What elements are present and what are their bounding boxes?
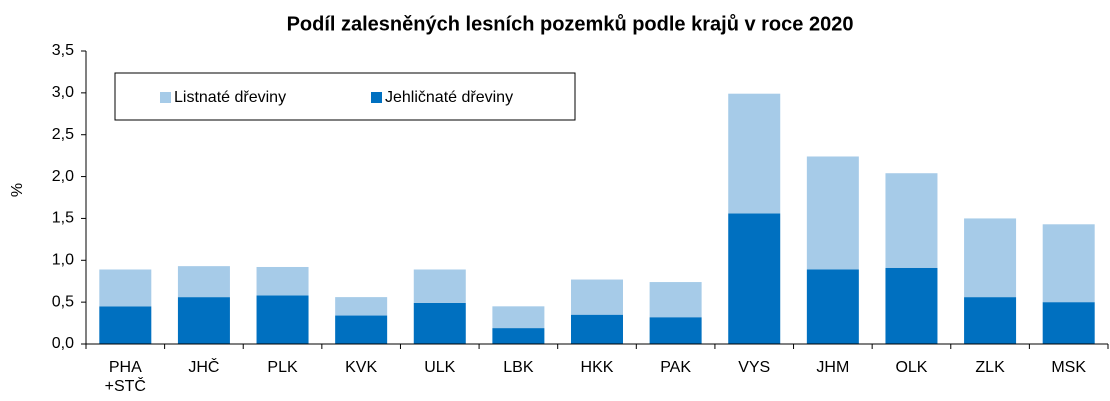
x-tick-label: PHA +STČ xyxy=(104,359,146,395)
bar-segment xyxy=(99,306,152,344)
x-tick-label: MSK xyxy=(1051,359,1087,376)
y-axis-label: % xyxy=(9,183,26,197)
bar-segment xyxy=(413,302,466,344)
bar-segment xyxy=(256,266,309,296)
y-tick-label: 3,0 xyxy=(52,84,74,101)
bar-segment xyxy=(1042,224,1095,303)
x-tick-label: ULK xyxy=(424,359,456,376)
x-tick-label: KVK xyxy=(345,359,378,376)
bar-segment xyxy=(964,218,1017,298)
x-tick-label: HKK xyxy=(580,359,614,376)
y-tick-label: 3,5 xyxy=(52,42,74,59)
bar-segment xyxy=(1042,302,1095,344)
bar-segment xyxy=(177,297,230,344)
bar-segment xyxy=(649,282,702,318)
x-tick-label: VYS xyxy=(738,359,771,376)
bar-segment xyxy=(649,317,702,344)
x-tick-label: PLK xyxy=(267,359,298,376)
bar-segment xyxy=(256,295,309,344)
y-tick-label: 0,5 xyxy=(52,293,74,310)
bar-segment xyxy=(335,315,388,344)
x-tick-label: JHM xyxy=(816,359,850,376)
bar-segment xyxy=(571,314,623,344)
bar-segment xyxy=(885,267,938,344)
bar-segment xyxy=(806,269,859,344)
legend-swatch xyxy=(160,92,171,103)
bar-segment xyxy=(728,213,781,344)
legend-label: Listnaté dřeviny xyxy=(174,89,286,106)
x-tick-label: JHČ xyxy=(188,359,220,376)
bar-segment xyxy=(806,156,859,270)
bar-segment xyxy=(492,328,545,344)
bar-segment xyxy=(885,173,938,268)
legend-box xyxy=(114,72,576,121)
chart-title: Podíl zalesněných lesních pozemků podle … xyxy=(287,13,854,35)
bar-segment xyxy=(492,306,545,329)
bar-segment xyxy=(964,297,1017,344)
y-tick-label: 2,0 xyxy=(52,168,74,185)
y-tick-label: 1,0 xyxy=(52,252,74,269)
bar-segment xyxy=(99,269,152,307)
x-tick-label: ZLK xyxy=(975,359,1005,376)
x-tick-label: PAK xyxy=(660,359,692,376)
y-tick-label: 2,5 xyxy=(52,126,74,143)
bar-segment xyxy=(571,279,623,315)
bar-segment xyxy=(413,269,466,303)
legend-label: Jehličnaté dřeviny xyxy=(385,89,513,106)
bar-segment xyxy=(335,297,388,316)
bar-segment xyxy=(728,93,781,214)
x-tick-label: LBK xyxy=(503,359,534,376)
y-tick-label: 1,5 xyxy=(52,210,74,227)
y-tick-label: 0,0 xyxy=(52,335,74,352)
x-tick-label: OLK xyxy=(895,359,928,376)
bar-segment xyxy=(177,266,230,298)
legend-swatch xyxy=(371,92,382,103)
